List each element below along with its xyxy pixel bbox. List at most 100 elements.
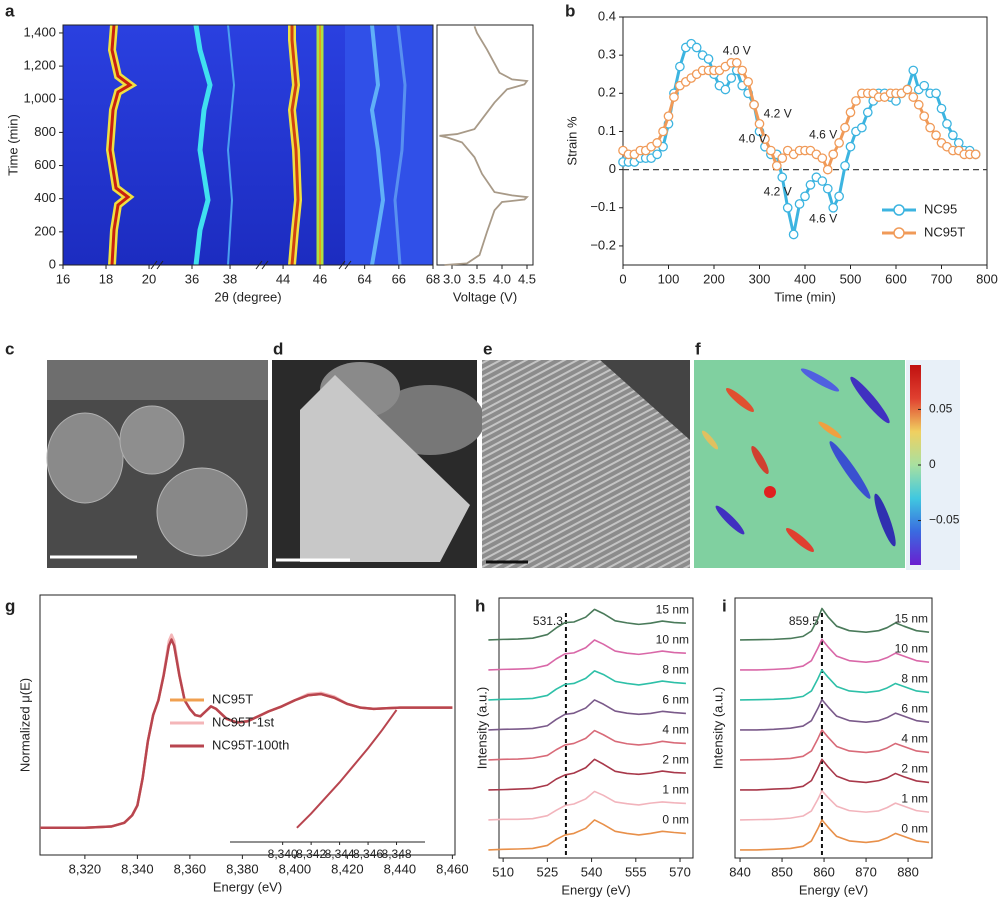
data-point <box>851 96 861 106</box>
x-tick-label: 880 <box>897 864 919 879</box>
series-label: 0 nm <box>662 813 689 827</box>
series-line <box>740 638 930 671</box>
streak <box>701 430 719 450</box>
annotation: 4.6 V <box>809 127 837 141</box>
x-tick-label: 20 <box>142 271 156 286</box>
colorbar-tick-label: 0 <box>929 457 936 471</box>
x-tick-label: 8,420 <box>331 861 364 876</box>
series-line <box>740 607 930 641</box>
data-point <box>782 202 793 213</box>
image-layer <box>47 360 268 400</box>
panel-label: d <box>273 339 283 358</box>
plot-frame <box>436 24 534 266</box>
annotation: 4.0 V <box>723 44 751 58</box>
data-point <box>919 80 930 91</box>
x-tick-label: 525 <box>537 864 559 879</box>
plot-frame <box>734 597 933 859</box>
data-point <box>913 99 924 110</box>
data-point <box>822 164 833 175</box>
data-point <box>942 118 952 129</box>
series-line <box>488 699 686 731</box>
data-point <box>845 141 856 152</box>
streak <box>764 486 776 498</box>
data-point <box>777 172 788 183</box>
series-line <box>488 639 686 671</box>
x-tick-label: 700 <box>931 271 953 286</box>
data-point <box>675 61 685 72</box>
series-line <box>488 819 686 851</box>
series-line <box>40 637 453 830</box>
panel-label: b <box>565 1 575 20</box>
panel-label: c <box>5 339 14 358</box>
data-point <box>845 107 856 118</box>
particle <box>119 405 185 475</box>
annotation: 4.2 V <box>764 106 792 120</box>
panel-label: e <box>483 339 492 358</box>
inset-line <box>296 709 398 829</box>
data-point <box>840 160 850 171</box>
y-tick-label: 800 <box>34 124 56 139</box>
panel-label: i <box>722 596 727 615</box>
annotation: 4.6 V <box>809 211 837 225</box>
inset-tick-label: 8,346 <box>353 847 383 861</box>
y-tick-label: 0.2 <box>598 85 616 100</box>
legend-marker <box>893 204 905 216</box>
streak <box>751 446 769 474</box>
streak <box>785 528 815 552</box>
data-point <box>822 183 833 194</box>
x-tick-label: 4.0 <box>493 271 511 286</box>
series-line <box>740 790 930 821</box>
data-point <box>902 84 913 95</box>
streak <box>818 421 842 439</box>
peak <box>369 24 386 266</box>
y-tick-label: 0 <box>609 161 616 176</box>
annotation: 4.2 V <box>764 185 792 199</box>
map-segment <box>157 25 262 265</box>
series-line <box>488 670 686 701</box>
x-tick-label: 8,380 <box>226 861 259 876</box>
data-point <box>771 160 782 171</box>
x-tick-label: 64 <box>357 271 371 286</box>
y-tick-label: 0.1 <box>598 123 616 138</box>
y-tick-label: 600 <box>34 157 56 172</box>
data-point <box>834 138 844 148</box>
streak <box>800 368 840 392</box>
data-point <box>948 130 958 141</box>
x-tick-label: 44 <box>276 271 290 286</box>
x-tick-label: 16 <box>56 271 70 286</box>
x-tick-label: 540 <box>581 864 603 879</box>
x-tick-label: 800 <box>976 271 998 286</box>
reference-label: 859.5 <box>789 614 819 628</box>
series-line <box>488 790 686 821</box>
x-tick-label: 8,320 <box>69 861 102 876</box>
x-tick-label: 8,340 <box>121 861 154 876</box>
y-tick-label: 400 <box>34 190 56 205</box>
series-label: 15 nm <box>895 611 928 625</box>
annotation: 4.0 V <box>739 131 767 145</box>
series-line <box>488 758 686 791</box>
series-line <box>40 633 453 830</box>
x-tick-label: 600 <box>885 271 907 286</box>
y-tick-label: −0.2 <box>590 237 616 252</box>
data-point <box>652 149 662 160</box>
x-tick-label: 18 <box>99 271 113 286</box>
y-axis-label: Normalized μ(E) <box>17 678 32 772</box>
data-point <box>749 99 759 110</box>
lattice-image <box>482 360 690 568</box>
x-axis-label: 2θ (degree) <box>214 289 281 304</box>
colorbar-tick-label: 0.05 <box>929 402 953 416</box>
data-point <box>936 103 947 114</box>
y-tick-label: 0 <box>49 256 56 271</box>
data-point <box>970 149 981 160</box>
data-point <box>658 126 668 137</box>
data-point <box>817 176 828 186</box>
x-tick-label: 860 <box>813 864 835 879</box>
streak <box>715 505 745 535</box>
y-tick-label: 200 <box>34 223 56 238</box>
plot-frame <box>62 24 434 266</box>
data-point <box>760 134 770 144</box>
x-tick-label: 3.5 <box>468 271 486 286</box>
series-label: 8 nm <box>901 672 928 686</box>
plot-frame <box>39 594 456 856</box>
